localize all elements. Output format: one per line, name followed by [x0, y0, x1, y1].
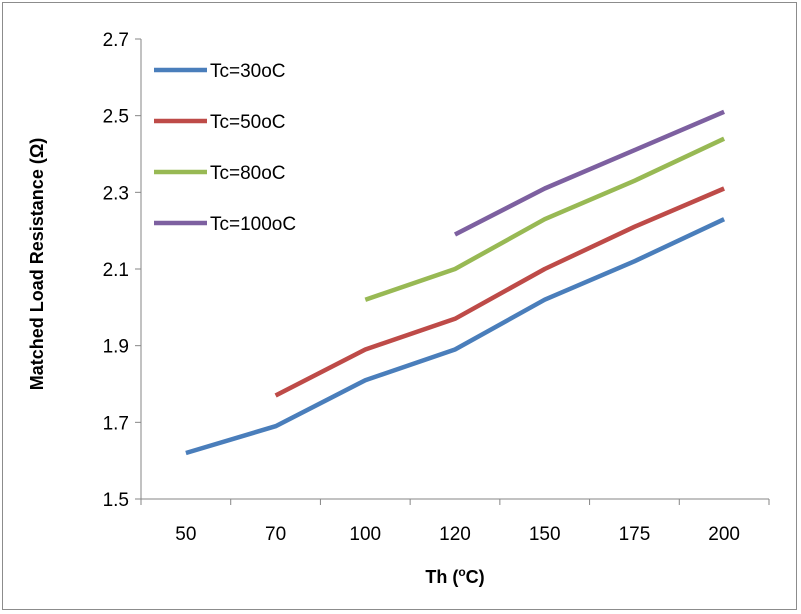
series-1 — [185, 217, 726, 456]
y-tick-label: 2.7 — [103, 30, 129, 51]
series-2 — [274, 186, 725, 398]
x-tick-label: 50 — [175, 524, 196, 545]
legend-label: Tc=50oC — [210, 112, 286, 133]
series-line — [185, 217, 726, 456]
legend-item: Tc=50oC — [154, 112, 286, 133]
x-tick-label: 120 — [439, 524, 471, 545]
x-tick-label: 70 — [265, 524, 286, 545]
x-tick-label: 150 — [529, 524, 561, 545]
legend-item: Tc=100oC — [154, 214, 296, 235]
line-chart: 1.5 1.7 1.9 2.1 2.3 2.5 2.7 50 70 100 120 150 175 200… — [27, 30, 770, 587]
legend: Tc=30oC Tc=50oC Tc=80oC Tc=100oC — [154, 61, 296, 235]
y-tick-label: 1.7 — [103, 413, 129, 434]
y-tick-label: 2.1 — [103, 260, 129, 281]
series-4 — [453, 109, 725, 237]
legend-label: Tc=80oC — [210, 163, 286, 184]
x-tick-label: 200 — [708, 524, 740, 545]
legend-label: Tc=30oC — [210, 61, 286, 82]
legend-item: Tc=80oC — [154, 163, 286, 184]
legend-label: Tc=100oC — [210, 214, 296, 235]
axes: 1.5 1.7 1.9 2.1 2.3 2.5 2.7 50 70 100 120 150 175 200 — [103, 30, 770, 545]
series-line — [453, 109, 725, 237]
x-tick-label: 175 — [619, 524, 651, 545]
series-layer — [185, 109, 726, 456]
y-axis-title: Matched Load Resistance (Ω) — [27, 138, 47, 390]
series-line — [274, 186, 725, 398]
legend-item: Tc=30oC — [154, 61, 286, 82]
y-tick-label: 1.5 — [103, 490, 129, 511]
x-tick-label: 100 — [349, 524, 381, 545]
x-axis-title: Th (oC) — [425, 565, 484, 587]
y-tick-label: 2.5 — [103, 107, 129, 128]
series-3 — [364, 136, 726, 302]
y-tick-label: 1.9 — [103, 337, 129, 358]
y-tick-label: 2.3 — [103, 183, 129, 204]
